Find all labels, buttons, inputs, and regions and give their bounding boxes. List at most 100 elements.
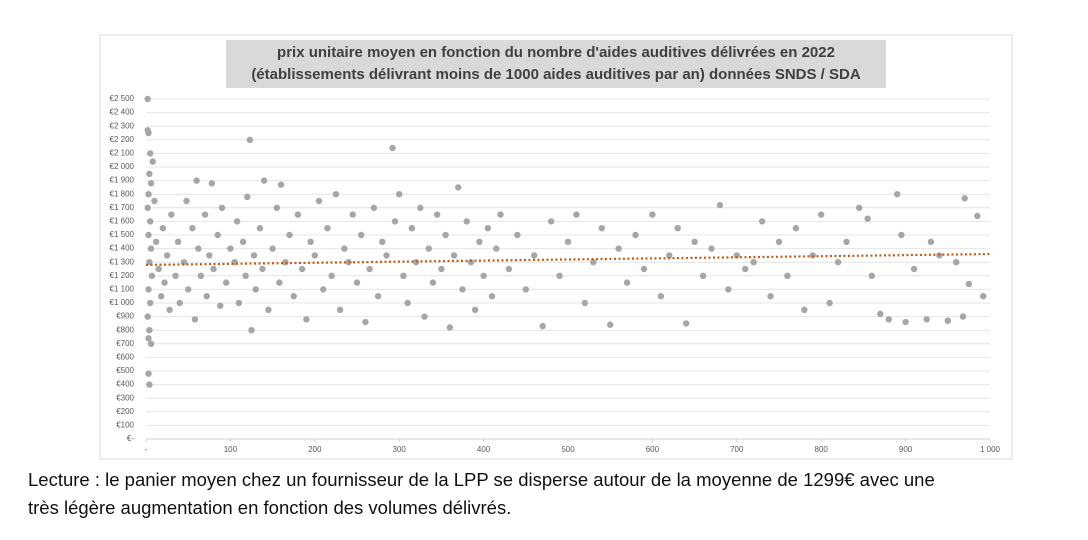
point: [855, 204, 863, 211]
point: [362, 318, 369, 326]
point: [166, 306, 173, 313]
y-tick-label: €300: [116, 393, 134, 402]
point: [282, 259, 289, 266]
point: [149, 158, 156, 165]
point: [674, 225, 681, 232]
point: [784, 272, 791, 279]
point: [218, 204, 226, 211]
point: [147, 218, 154, 225]
point: [145, 129, 152, 137]
y-tick-label: €400: [116, 380, 134, 389]
point: [148, 272, 156, 279]
y-tick-label: €1 800: [110, 189, 135, 198]
y-tick-label: €1 200: [110, 271, 135, 280]
point: [396, 191, 403, 198]
x-tick-label: 900: [899, 445, 913, 454]
point: [480, 272, 487, 279]
point: [366, 265, 373, 273]
point: [145, 335, 152, 342]
y-tick-label: €2 100: [110, 149, 135, 158]
point: [145, 370, 152, 377]
point: [391, 218, 399, 225]
x-tick-label: 700: [730, 445, 744, 454]
y-tick-label: €1 000: [110, 298, 135, 307]
point: [893, 191, 901, 198]
point: [315, 197, 323, 205]
point: [260, 177, 268, 184]
point: [450, 252, 458, 259]
chart: prix unitaire moyen en fonction du nombr…: [99, 34, 1013, 460]
y-tick-label: €900: [116, 312, 134, 321]
point: [145, 191, 152, 198]
y-tick-label: €1 300: [110, 257, 135, 266]
point: [657, 293, 665, 300]
point: [276, 279, 283, 286]
point: [203, 293, 210, 300]
point: [556, 272, 563, 279]
trendline: [145, 252, 991, 267]
point: [336, 306, 344, 313]
point: [425, 245, 432, 252]
point: [898, 231, 905, 239]
point: [259, 265, 266, 273]
point: [324, 225, 331, 232]
point: [590, 259, 597, 266]
point: [227, 245, 234, 252]
point: [488, 293, 496, 300]
point: [505, 265, 513, 273]
point: [265, 306, 272, 313]
point: [615, 245, 622, 252]
caption-line: très légère augmentation en fonction des…: [28, 497, 512, 518]
point: [459, 286, 466, 293]
point: [246, 136, 254, 143]
point: [514, 231, 521, 239]
point: [640, 265, 648, 273]
point: [214, 231, 221, 239]
point: [193, 177, 200, 184]
point: [163, 252, 171, 259]
point: [463, 218, 470, 225]
x-tick-label: 600: [646, 445, 660, 454]
point: [725, 286, 732, 293]
point: [455, 184, 462, 191]
point: [197, 272, 205, 279]
point: [682, 320, 690, 327]
point: [885, 316, 892, 323]
point: [607, 321, 614, 328]
point: [433, 211, 441, 218]
point: [623, 279, 631, 286]
point: [189, 225, 196, 232]
point: [493, 245, 500, 252]
point: [222, 279, 230, 286]
point: [256, 225, 264, 232]
point: [953, 259, 960, 266]
point: [157, 293, 165, 300]
title-box: [226, 40, 886, 88]
y-tick-label: €200: [116, 407, 134, 416]
point: [564, 238, 572, 245]
point: [573, 211, 580, 218]
point: [750, 259, 757, 266]
point: [649, 211, 656, 218]
point: [146, 170, 153, 177]
point: [145, 286, 152, 293]
y-tick-label: €500: [116, 366, 134, 375]
y-tick-label: €2 300: [110, 121, 135, 130]
point: [185, 286, 192, 293]
point: [303, 316, 310, 323]
point: [298, 265, 306, 273]
point: [172, 272, 179, 279]
point: [311, 252, 318, 259]
point: [471, 306, 479, 313]
point: [834, 259, 842, 266]
point: [159, 225, 167, 232]
point: [708, 245, 715, 252]
point: [250, 252, 258, 259]
point: [742, 265, 749, 273]
point: [944, 317, 951, 324]
point: [341, 245, 348, 252]
point: [146, 327, 153, 334]
x-tick-label: 800: [815, 445, 829, 454]
y-tick-label: €2 200: [110, 135, 135, 144]
y-tick-label: €-: [127, 434, 134, 443]
